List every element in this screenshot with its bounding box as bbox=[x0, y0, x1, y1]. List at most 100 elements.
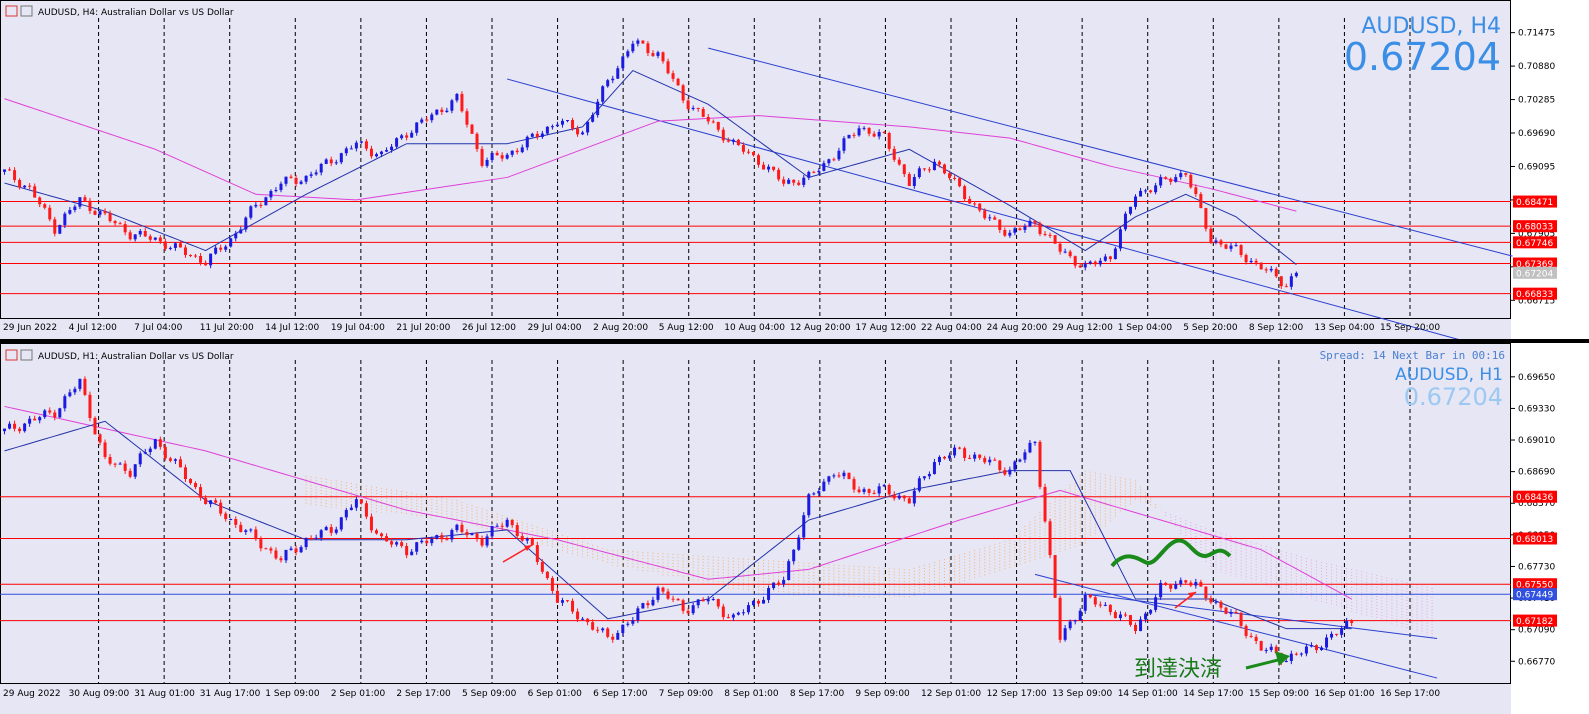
h4-candle-body bbox=[968, 199, 972, 204]
h4-candle-body bbox=[113, 221, 117, 224]
h4-candle-body bbox=[520, 147, 524, 153]
h1-candle-body bbox=[877, 486, 881, 494]
h1-chart-type-icon[interactable] bbox=[20, 349, 33, 361]
h1-candle-body bbox=[902, 495, 906, 499]
h4-candle-body bbox=[103, 211, 107, 214]
h1-candle-body bbox=[113, 463, 117, 465]
h1-candle-body bbox=[1159, 582, 1163, 598]
h1-chart-panel[interactable]: 0.69650 0.69330 0.69010 0.68690 0.68370 0.680… bbox=[0, 343, 1589, 714]
h4-candle-body bbox=[606, 80, 610, 87]
h4-candle-body bbox=[13, 170, 17, 181]
h4-x-tick-label: 29 Aug 12:00 bbox=[1052, 323, 1113, 333]
h4-price-tag bbox=[1513, 195, 1557, 208]
h4-candle-body bbox=[872, 133, 876, 137]
h1-candle-body bbox=[1083, 594, 1087, 611]
h1-candle-body bbox=[490, 526, 494, 537]
h1-candle-body bbox=[751, 600, 755, 606]
h4-candle-body bbox=[948, 173, 952, 178]
h4-candle-body bbox=[636, 40, 640, 44]
h4-candle-body bbox=[148, 236, 152, 240]
h4-candle-body bbox=[158, 237, 162, 242]
h4-candle-body bbox=[1229, 245, 1233, 249]
h4-candle-body bbox=[73, 206, 77, 211]
h1-candle-body bbox=[842, 472, 846, 477]
h1-candle-body bbox=[937, 456, 941, 463]
h1-x-tick-label: 16 Sep 01:00 bbox=[1314, 689, 1374, 699]
h1-candle-body bbox=[23, 423, 27, 432]
h1-candle-body bbox=[390, 541, 394, 545]
h1-candle-body bbox=[450, 530, 454, 540]
h1-candle-body bbox=[183, 467, 187, 479]
h1-candle-body bbox=[576, 611, 580, 620]
h4-x-tick-label: 7 Jul 04:00 bbox=[134, 323, 183, 333]
h4-window-menu-icon[interactable] bbox=[5, 5, 18, 17]
h1-y-tick-label: 0.67730 bbox=[1518, 562, 1555, 572]
panel-divider[interactable] bbox=[0, 339, 1589, 343]
h1-candle-body bbox=[1294, 653, 1298, 655]
h4-candle-body bbox=[53, 219, 57, 234]
h1-candle-body bbox=[857, 489, 861, 493]
h4-price-tag-label: 0.67369 bbox=[1516, 260, 1553, 270]
h1-candle-body bbox=[380, 533, 384, 537]
h4-candle-body bbox=[254, 204, 258, 207]
h1-candle-body bbox=[782, 580, 786, 585]
h4-candle-body bbox=[1048, 234, 1052, 236]
h4-candle-body bbox=[224, 246, 228, 250]
h1-plot-frame bbox=[0, 343, 1511, 684]
red-arrow-head bbox=[524, 545, 532, 551]
h4-candle-body bbox=[68, 210, 72, 214]
h4-candle-body bbox=[736, 139, 740, 146]
h4-candle-body bbox=[490, 152, 494, 161]
h4-candle-body bbox=[1189, 174, 1193, 188]
h4-candle-body bbox=[757, 155, 761, 165]
h1-candle-body bbox=[1234, 611, 1238, 613]
h4-candle-body bbox=[354, 142, 358, 149]
h4-candle-body bbox=[817, 170, 821, 173]
h4-candle-body bbox=[1033, 220, 1037, 224]
h1-candle-body bbox=[1068, 621, 1072, 629]
h1-candle-body bbox=[1103, 604, 1107, 606]
h4-chart-panel[interactable]: 0.714750.708800.702850.696900.690950.685… bbox=[0, 0, 1589, 345]
h1-candle-body bbox=[1264, 649, 1268, 651]
h4-candle-body bbox=[666, 61, 670, 74]
h1-candle-body bbox=[591, 622, 595, 630]
h1-candle-body bbox=[168, 458, 172, 461]
h1-candle-body bbox=[1154, 597, 1158, 610]
h4-series bbox=[3, 38, 1513, 341]
h4-price-tag-label: 0.67204 bbox=[1516, 269, 1553, 279]
h4-y-tick-label: 0.70285 bbox=[1518, 96, 1555, 106]
h4-candle-body bbox=[581, 132, 585, 135]
h4-x-tick-label: 21 Jul 20:00 bbox=[396, 323, 450, 333]
h4-candle-body bbox=[173, 243, 177, 248]
h1-candle-body bbox=[33, 418, 37, 421]
h1-candle-body bbox=[1335, 633, 1339, 635]
h1-candle-body bbox=[1108, 604, 1112, 613]
h1-candle-body bbox=[1199, 582, 1203, 587]
h4-candle-body bbox=[3, 169, 7, 172]
h4-candle-body bbox=[133, 234, 137, 240]
h4-price-tag-label: 0.68471 bbox=[1516, 198, 1553, 208]
h4-candle-body bbox=[983, 210, 987, 219]
h4-candle-body bbox=[762, 164, 766, 170]
h4-chart-type-icon[interactable] bbox=[20, 5, 33, 17]
h1-candle-body bbox=[254, 529, 258, 540]
h1-candle-body bbox=[626, 623, 630, 625]
h4-candle-body bbox=[912, 177, 916, 186]
h1-candle-body bbox=[1204, 586, 1208, 599]
h4-candle-body bbox=[1194, 187, 1198, 195]
h4-x-tick-label: 10 Aug 04:00 bbox=[724, 323, 785, 333]
h4-candle-body bbox=[339, 153, 343, 163]
h1-candle-body bbox=[1224, 607, 1228, 614]
h1-candle-body bbox=[1078, 610, 1082, 621]
h1-window-menu-icon[interactable] bbox=[5, 349, 18, 361]
h4-candle-body bbox=[23, 185, 27, 188]
h1-watermark-symbol: AUDUSD, H1 bbox=[1395, 365, 1503, 385]
h4-candle-body bbox=[837, 150, 841, 160]
h1-price-tag bbox=[1513, 578, 1557, 591]
h4-candle-body bbox=[314, 172, 318, 175]
h4-candle-body bbox=[1128, 206, 1132, 214]
h4-candle-body bbox=[782, 179, 786, 184]
h4-candle-body bbox=[304, 175, 308, 182]
h1-candle-body bbox=[485, 536, 489, 546]
